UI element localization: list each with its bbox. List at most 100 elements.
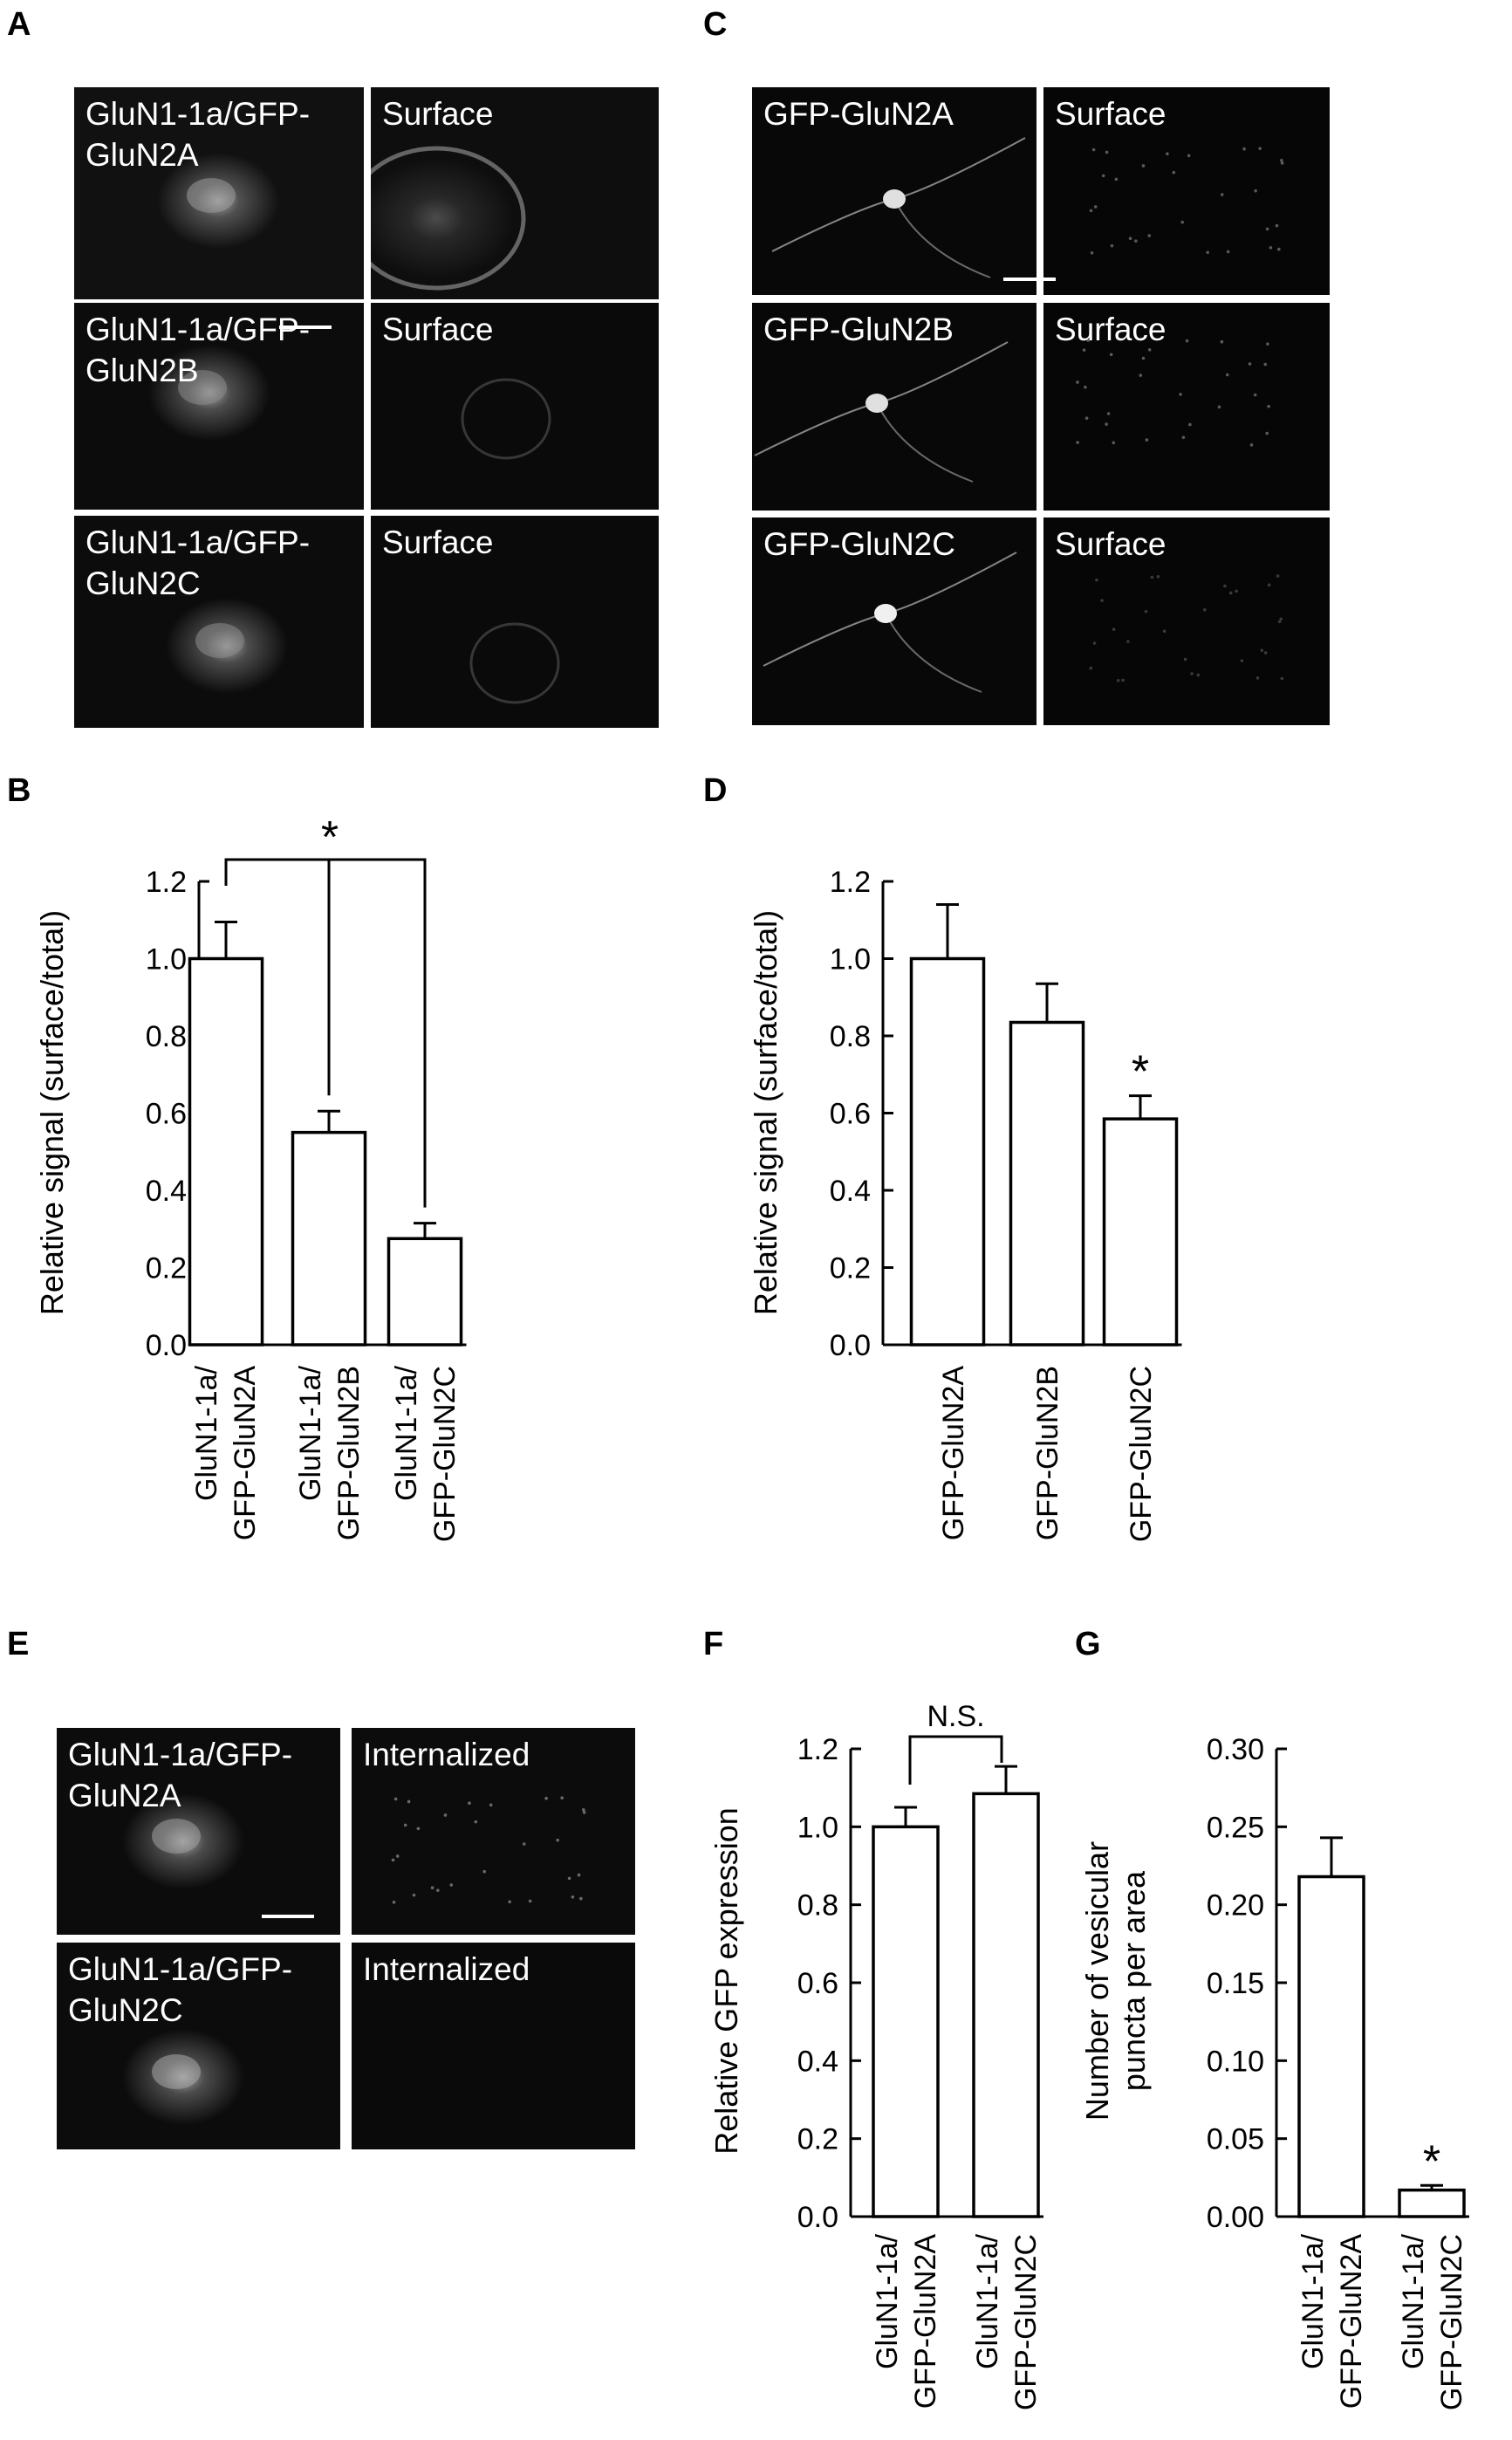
y-axis-label: puncta per area xyxy=(1116,1870,1152,2091)
panel-label-g: G xyxy=(1075,1626,1101,1662)
y-axis-label: Relative signal (surface/total) xyxy=(34,910,70,1315)
y-tick-label: 1.0 xyxy=(830,943,871,977)
significance-bracket xyxy=(908,1735,1003,1785)
micrograph-label: Surface xyxy=(1055,96,1166,132)
y-tick-label: 1.2 xyxy=(830,866,871,899)
panel-label-a: A xyxy=(7,6,31,43)
micrograph-label: GluN1-1a/GFP- xyxy=(68,1951,292,1987)
x-category-label: GFP-GluN2A xyxy=(909,2234,942,2409)
panel-label-f: F xyxy=(703,1626,723,1662)
micrograph-label: Surface xyxy=(382,96,494,132)
y-tick-label: 0.2 xyxy=(797,2123,838,2156)
bar-chart-f: 0.0 0.2 0.4 0.6 0.8 1.0 1.2 Relative GFP expres… xyxy=(708,1700,1043,2410)
y-tick-label: 0.4 xyxy=(830,1175,871,1208)
y-tick-label: 0.6 xyxy=(146,1098,187,1131)
x-category-label: GFP-GluN2C xyxy=(428,1366,462,1542)
x-category-label: GFP-GluN2C xyxy=(1009,2234,1043,2410)
y-axis-label: Number of vesicular xyxy=(1079,1841,1115,2121)
y-tick-label: 1.2 xyxy=(146,866,187,899)
micrograph-panel-c: GFP-GluN2A Surface GFP-GluN2B Surface GFP-Gl… xyxy=(752,87,1330,725)
y-tick-label: 0.4 xyxy=(797,2045,838,2078)
micrograph-label: GluN2C xyxy=(68,1992,183,2028)
micrograph-panel-e: GluN1-1a/GFP- GluN2A Internalized GluN1-1a/… xyxy=(57,1728,635,2149)
x-category-label: GFP-GluN2A xyxy=(937,1366,970,1541)
y-tick-label: 0.10 xyxy=(1207,2045,1264,2078)
micrograph-label: Surface xyxy=(1055,526,1166,562)
micrograph-label: GFP-GluN2B xyxy=(763,312,954,347)
micrograph-image: GFP-GluN2C xyxy=(752,517,1037,725)
x-category-label: GFP-GluN2B xyxy=(1031,1366,1064,1540)
micrograph-image: Surface xyxy=(1043,87,1330,295)
micrograph-image: GFP-GluN2A xyxy=(752,87,1037,295)
micrograph-image: GluN1-1a/GFP- GluN2A xyxy=(74,87,364,299)
micrograph-image: GluN1-1a/GFP- GluN2A xyxy=(57,1728,340,1935)
y-tick-label: 0.2 xyxy=(146,1252,187,1285)
x-category-label: GluN1-1a/ xyxy=(390,1365,423,1501)
significance-marker: * xyxy=(1423,2136,1440,2187)
x-category-label: GFP-GluN2A xyxy=(229,1366,262,1541)
panel-label-c: C xyxy=(703,6,727,43)
x-category-label: GFP-GluN2C xyxy=(1435,2234,1468,2410)
bar xyxy=(387,1237,463,1347)
y-tick-label: 0.00 xyxy=(1207,2201,1264,2234)
micrograph-image: Surface xyxy=(1043,517,1330,725)
x-category-label: GluN1-1a/ xyxy=(1397,2233,1430,2369)
micrograph-label: GluN2A xyxy=(86,137,199,173)
micrograph-panel-a: GluN1-1a/GFP-GluN2ASurfaceGluN1-1a/GFP-G… xyxy=(74,87,659,728)
panel-label-e: E xyxy=(7,1626,29,1662)
significance-bracket xyxy=(224,858,427,1208)
y-tick-label: 0.8 xyxy=(797,1889,838,1923)
micrograph-label: GluN1-1a/GFP- xyxy=(68,1737,292,1772)
y-tick-label: 0.6 xyxy=(797,1967,838,2000)
y-tick-label: 0.6 xyxy=(830,1098,871,1131)
micrograph-label: GluN2C xyxy=(86,565,201,601)
y-tick-label: 0.25 xyxy=(1207,1811,1264,1844)
micrograph-label: Internalized xyxy=(363,1737,530,1772)
y-tick-label: 0.4 xyxy=(146,1175,187,1208)
x-category-label: GluN1-1a/ xyxy=(971,2233,1004,2369)
bar xyxy=(909,956,986,1347)
y-tick-label: 0.15 xyxy=(1207,1967,1264,2000)
micrograph-label: GluN2B xyxy=(86,353,199,388)
panel-label-b: B xyxy=(7,772,31,809)
micrograph-image: GluN1-1a/GFP- GluN2C xyxy=(74,516,364,728)
bar xyxy=(1398,2188,1466,2218)
x-category-label: GluN1-1a/ xyxy=(871,2233,904,2369)
micrograph-image: Internalized xyxy=(352,1728,635,1935)
y-tick-label: 1.0 xyxy=(146,943,187,977)
micrograph-image: Surface xyxy=(1043,303,1330,511)
y-axis-label: Relative GFP expression xyxy=(708,1807,744,2155)
micrograph-image: Surface xyxy=(371,516,659,728)
bar xyxy=(1009,1020,1085,1347)
micrograph-image: GluN1-1a/GFP- GluN2C xyxy=(57,1943,340,2149)
significance-marker: N.S. xyxy=(927,1700,984,1733)
y-tick-label: 0.05 xyxy=(1207,2123,1264,2156)
micrograph-image: Surface xyxy=(371,303,659,510)
x-category-label: GluN1-1a/ xyxy=(294,1365,327,1501)
micrograph-image: Surface xyxy=(371,87,659,299)
y-tick-label: 0.8 xyxy=(830,1020,871,1053)
x-category-label: GFP-GluN2A xyxy=(1335,2234,1368,2409)
micrograph-image: Internalized xyxy=(352,1943,635,2149)
y-tick-label: 0.0 xyxy=(797,2201,838,2234)
micrograph-label: GluN1-1a/GFP- xyxy=(86,96,310,132)
y-tick-label: 0.20 xyxy=(1207,1889,1264,1923)
micrograph-label: Surface xyxy=(382,312,494,347)
y-tick-label: 1.2 xyxy=(797,1733,838,1766)
y-tick-label: 0.8 xyxy=(146,1020,187,1053)
significance-marker: * xyxy=(321,812,339,863)
micrograph-label: Internalized xyxy=(363,1951,530,1987)
micrograph-label: GluN1-1a/GFP- xyxy=(86,524,310,560)
bar xyxy=(972,1792,1040,2218)
y-axis-label: Relative signal (surface/total) xyxy=(748,910,783,1315)
micrograph-image: GFP-GluN2B xyxy=(752,303,1037,511)
y-tick-label: 0.0 xyxy=(830,1329,871,1362)
panel-label-d: D xyxy=(703,772,727,809)
micrograph-label: Surface xyxy=(1055,312,1166,347)
y-tick-label: 0.0 xyxy=(146,1329,187,1362)
x-category-label: GFP-GluN2B xyxy=(332,1366,366,1540)
bar xyxy=(1297,1875,1365,2218)
bar xyxy=(872,1825,940,2218)
micrograph-image: GluN1-1a/GFP- GluN2B xyxy=(74,303,364,510)
